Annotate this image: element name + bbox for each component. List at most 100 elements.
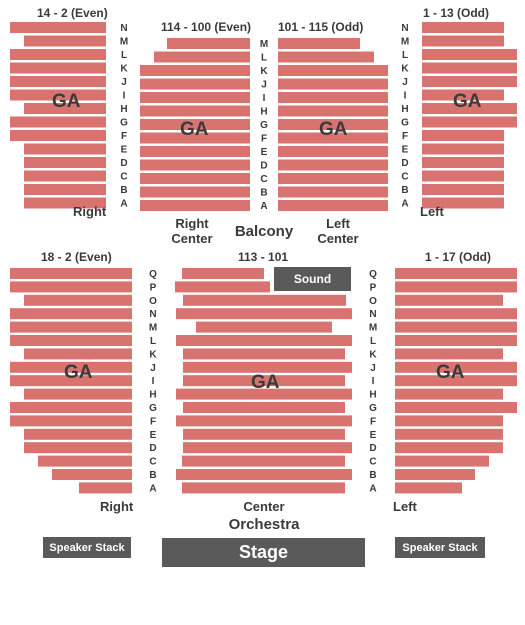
balcony-right-row-B[interactable] [24, 184, 106, 195]
balcony-left-center-row-G[interactable] [278, 119, 388, 130]
orchestra-right-row-H[interactable] [24, 388, 132, 400]
balcony-left-row-E[interactable] [422, 143, 504, 155]
balcony-right-center-row-L[interactable] [154, 51, 250, 63]
orchestra-left-row-J[interactable] [395, 361, 517, 373]
balcony-left-row-H[interactable] [422, 103, 517, 114]
orchestra-left-row-C[interactable] [395, 455, 489, 467]
balcony-left-row-A[interactable] [422, 197, 504, 209]
orchestra-right-row-Q[interactable] [10, 268, 132, 279]
balcony-left-center-row-B[interactable] [278, 186, 388, 198]
balcony-left-row-N[interactable] [422, 22, 504, 33]
balcony-left-row-C[interactable] [422, 170, 504, 182]
orchestra-center-row-F[interactable] [176, 415, 352, 427]
orchestra-center-row-A[interactable] [182, 482, 345, 494]
orchestra-center-row-H[interactable] [176, 388, 352, 400]
balcony-right-row-G[interactable] [10, 116, 106, 128]
orchestra-left-row-O[interactable] [395, 294, 503, 306]
orchestra-left-row-N[interactable] [395, 308, 517, 320]
balcony-right-center-row-K[interactable] [140, 65, 250, 76]
orchestra-center-row-I[interactable] [183, 375, 345, 387]
orchestra-left-row-L[interactable] [395, 335, 517, 346]
balcony-left-center-row-J[interactable] [278, 78, 388, 90]
orchestra-right-row-D[interactable] [24, 442, 132, 454]
orchestra-center-row-M[interactable] [196, 321, 332, 333]
orchestra-right-row-E[interactable] [24, 428, 132, 440]
balcony-right-row-I[interactable] [10, 89, 106, 101]
orchestra-right-row-C[interactable] [38, 455, 132, 467]
balcony-right-row-D[interactable] [24, 157, 106, 168]
balcony-right-row-C[interactable] [24, 170, 106, 182]
orchestra-center-row-K[interactable] [183, 348, 345, 360]
balcony-right-center-row-B[interactable] [140, 186, 250, 198]
orchestra-right-row-M[interactable] [10, 321, 132, 333]
balcony-right-center-row-C[interactable] [140, 173, 250, 184]
orchestra-center-row-B[interactable] [176, 469, 352, 480]
orchestra-right-row-O[interactable] [24, 294, 132, 306]
orchestra-right-row-J[interactable] [10, 361, 132, 373]
orchestra-left-row-I[interactable] [395, 375, 517, 387]
orchestra-left-row-D[interactable] [395, 442, 503, 454]
balcony-right-row-H[interactable] [24, 103, 106, 114]
orchestra-right-row-B[interactable] [52, 469, 132, 480]
balcony-right-row-E[interactable] [24, 143, 106, 155]
balcony-left-row-I[interactable] [422, 89, 504, 101]
balcony-right-center-row-I[interactable] [140, 92, 250, 103]
balcony-left-center-row-F[interactable] [278, 132, 388, 144]
orchestra-center-row-D[interactable] [183, 442, 352, 454]
balcony-left-center-row-D[interactable] [278, 159, 388, 171]
balcony-left-row-G[interactable] [422, 116, 517, 128]
balcony-left-row-J[interactable] [422, 76, 517, 87]
balcony-left-row-L[interactable] [422, 49, 517, 60]
orchestra-left-row-P[interactable] [395, 281, 517, 293]
balcony-right-row-F[interactable] [10, 130, 106, 141]
balcony-left-row-M[interactable] [422, 35, 504, 47]
balcony-right-center-row-D[interactable] [140, 159, 250, 171]
orchestra-left-row-F[interactable] [395, 415, 503, 427]
balcony-right-center-row-M[interactable] [167, 38, 250, 49]
balcony-right-row-A[interactable] [24, 197, 106, 209]
orchestra-center-row-L[interactable] [176, 335, 352, 346]
orchestra-right-row-P[interactable] [10, 281, 132, 293]
orchestra-left-row-M[interactable] [395, 321, 517, 333]
orchestra-center-row-N[interactable] [176, 308, 352, 320]
balcony-right-center-row-E[interactable] [140, 146, 250, 157]
orchestra-center-row-J[interactable] [183, 361, 352, 373]
orchestra-left-row-G[interactable] [395, 402, 517, 413]
balcony-left-center-row-C[interactable] [278, 173, 388, 184]
orchestra-center-row-C[interactable] [182, 455, 345, 467]
orchestra-right-row-L[interactable] [10, 335, 132, 346]
balcony-left-center-row-E[interactable] [278, 146, 388, 157]
orchestra-center-row-G[interactable] [183, 402, 345, 413]
orchestra-right-row-I[interactable] [10, 375, 132, 387]
balcony-right-row-M[interactable] [24, 35, 106, 47]
orchestra-left-row-A[interactable] [395, 482, 462, 494]
orchestra-left-row-B[interactable] [395, 469, 475, 480]
orchestra-right-row-A[interactable] [79, 482, 132, 494]
balcony-left-center-row-M[interactable] [278, 38, 360, 49]
balcony-left-row-K[interactable] [422, 62, 517, 74]
balcony-left-center-row-K[interactable] [278, 65, 388, 76]
orchestra-center-row-P[interactable] [175, 281, 270, 293]
balcony-right-center-row-H[interactable] [140, 105, 250, 117]
orchestra-right-row-G[interactable] [10, 402, 132, 413]
balcony-left-row-D[interactable] [422, 157, 504, 168]
balcony-right-center-row-J[interactable] [140, 78, 250, 90]
balcony-right-center-row-F[interactable] [140, 132, 250, 144]
balcony-left-center-row-L[interactable] [278, 51, 374, 63]
balcony-right-center-row-G[interactable] [140, 119, 250, 130]
balcony-right-row-L[interactable] [10, 49, 106, 60]
orchestra-center-row-Q[interactable] [182, 268, 264, 279]
balcony-left-center-row-I[interactable] [278, 92, 388, 103]
orchestra-left-row-H[interactable] [395, 388, 503, 400]
orchestra-left-row-Q[interactable] [395, 268, 517, 279]
balcony-left-center-row-A[interactable] [278, 200, 388, 211]
orchestra-left-row-K[interactable] [395, 348, 503, 360]
balcony-left-center-row-H[interactable] [278, 105, 388, 117]
balcony-right-center-row-A[interactable] [140, 200, 250, 211]
orchestra-right-row-K[interactable] [24, 348, 132, 360]
orchestra-center-row-E[interactable] [183, 428, 345, 440]
balcony-right-row-K[interactable] [10, 62, 106, 74]
balcony-right-row-N[interactable] [10, 22, 106, 33]
orchestra-left-row-E[interactable] [395, 428, 503, 440]
balcony-left-row-B[interactable] [422, 184, 504, 195]
